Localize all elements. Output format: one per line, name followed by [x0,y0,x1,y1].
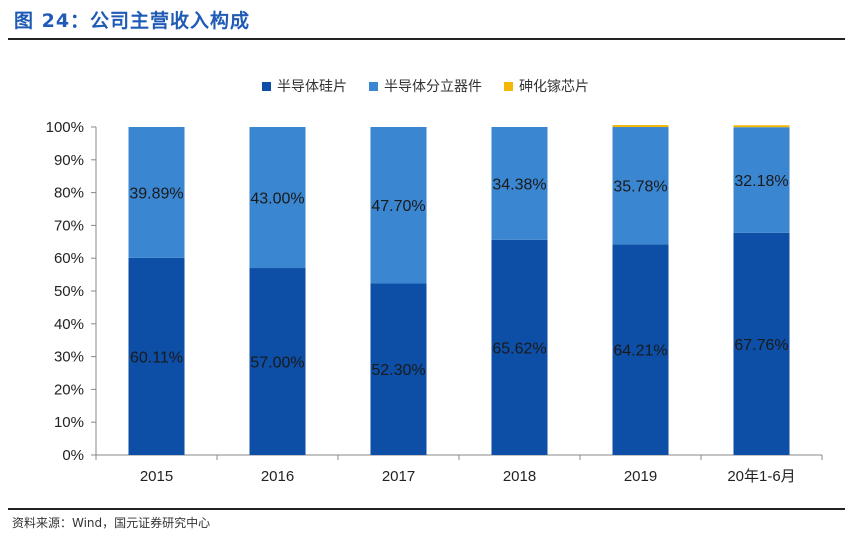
bar-segment-silicon-wafer [370,283,427,455]
legend-label-silicon-wafer: 半导体硅片 [277,79,347,95]
x-tick-label: 20年1-6月 [727,468,795,485]
x-tick-label: 2018 [503,468,536,485]
y-tick-label: 40% [54,316,84,333]
legend-swatch-discrete-devices [369,81,378,91]
data-label: 32.18% [734,173,788,190]
bar-segment-silicon-wafer [612,244,669,455]
data-label: 67.76% [734,337,788,354]
figure-title: 图 24：公司主营收入构成 [14,10,251,32]
data-label: 47.70% [371,198,425,215]
bar-segment-discrete-devices [249,127,306,269]
data-label: 52.30% [371,362,425,379]
bar-segment-discrete-devices [128,127,185,258]
bar-segment-gaas-chips [733,125,790,128]
data-label: 65.62% [492,340,546,357]
legend-item-gaas-chips: 砷化镓芯片 [504,76,589,96]
data-label: 34.38% [492,176,546,193]
source-note: 资料来源：Wind，国元证券研究中心 [12,516,211,530]
y-tick-label: 0% [62,447,84,464]
legend-swatch-gaas-chips [504,81,513,91]
bar-segment-silicon-wafer [128,257,185,455]
y-tick-label: 20% [54,381,84,398]
y-tick-label: 80% [54,185,84,202]
y-tick-label: 10% [54,414,84,431]
data-label: 35.78% [613,179,667,196]
x-tick-label: 2015 [140,468,173,485]
data-label: 60.11% [130,349,183,366]
legend-label-discrete-devices: 半导体分立器件 [384,79,482,95]
bar-segment-discrete-devices [612,127,669,245]
y-tick-label: 70% [54,217,84,234]
y-tick-label: 90% [54,152,84,169]
legend-item-discrete-devices: 半导体分立器件 [369,76,482,96]
top-rule [8,38,845,40]
bar-segment-discrete-devices [491,127,548,240]
bar-segment-gaas-chips [612,125,669,128]
x-tick-label: 2017 [382,468,415,485]
bar-segment-discrete-devices [370,127,427,284]
legend-swatch-silicon-wafer [262,81,271,91]
bar-segment-silicon-wafer [733,232,790,455]
legend-label-gaas-chips: 砷化镓芯片 [519,79,589,95]
data-label: 43.00% [250,191,304,208]
x-tick-label: 2019 [624,468,657,485]
y-tick-label: 50% [54,283,84,300]
legend-item-silicon-wafer: 半导体硅片 [262,76,347,96]
bar-segment-silicon-wafer [491,239,548,455]
chart-legend: 半导体硅片 半导体分立器件 砷化镓芯片 [0,76,851,96]
bar-segment-silicon-wafer [249,268,306,455]
data-label: 57.00% [250,355,304,372]
bottom-rule [8,508,845,510]
y-tick-label: 60% [54,250,84,267]
y-tick-label: 100% [46,119,84,136]
data-label: 39.89% [129,185,183,202]
bar-segment-discrete-devices [733,127,790,233]
y-tick-label: 30% [54,349,84,366]
data-label: 64.21% [613,343,667,360]
x-tick-label: 2016 [261,468,294,485]
